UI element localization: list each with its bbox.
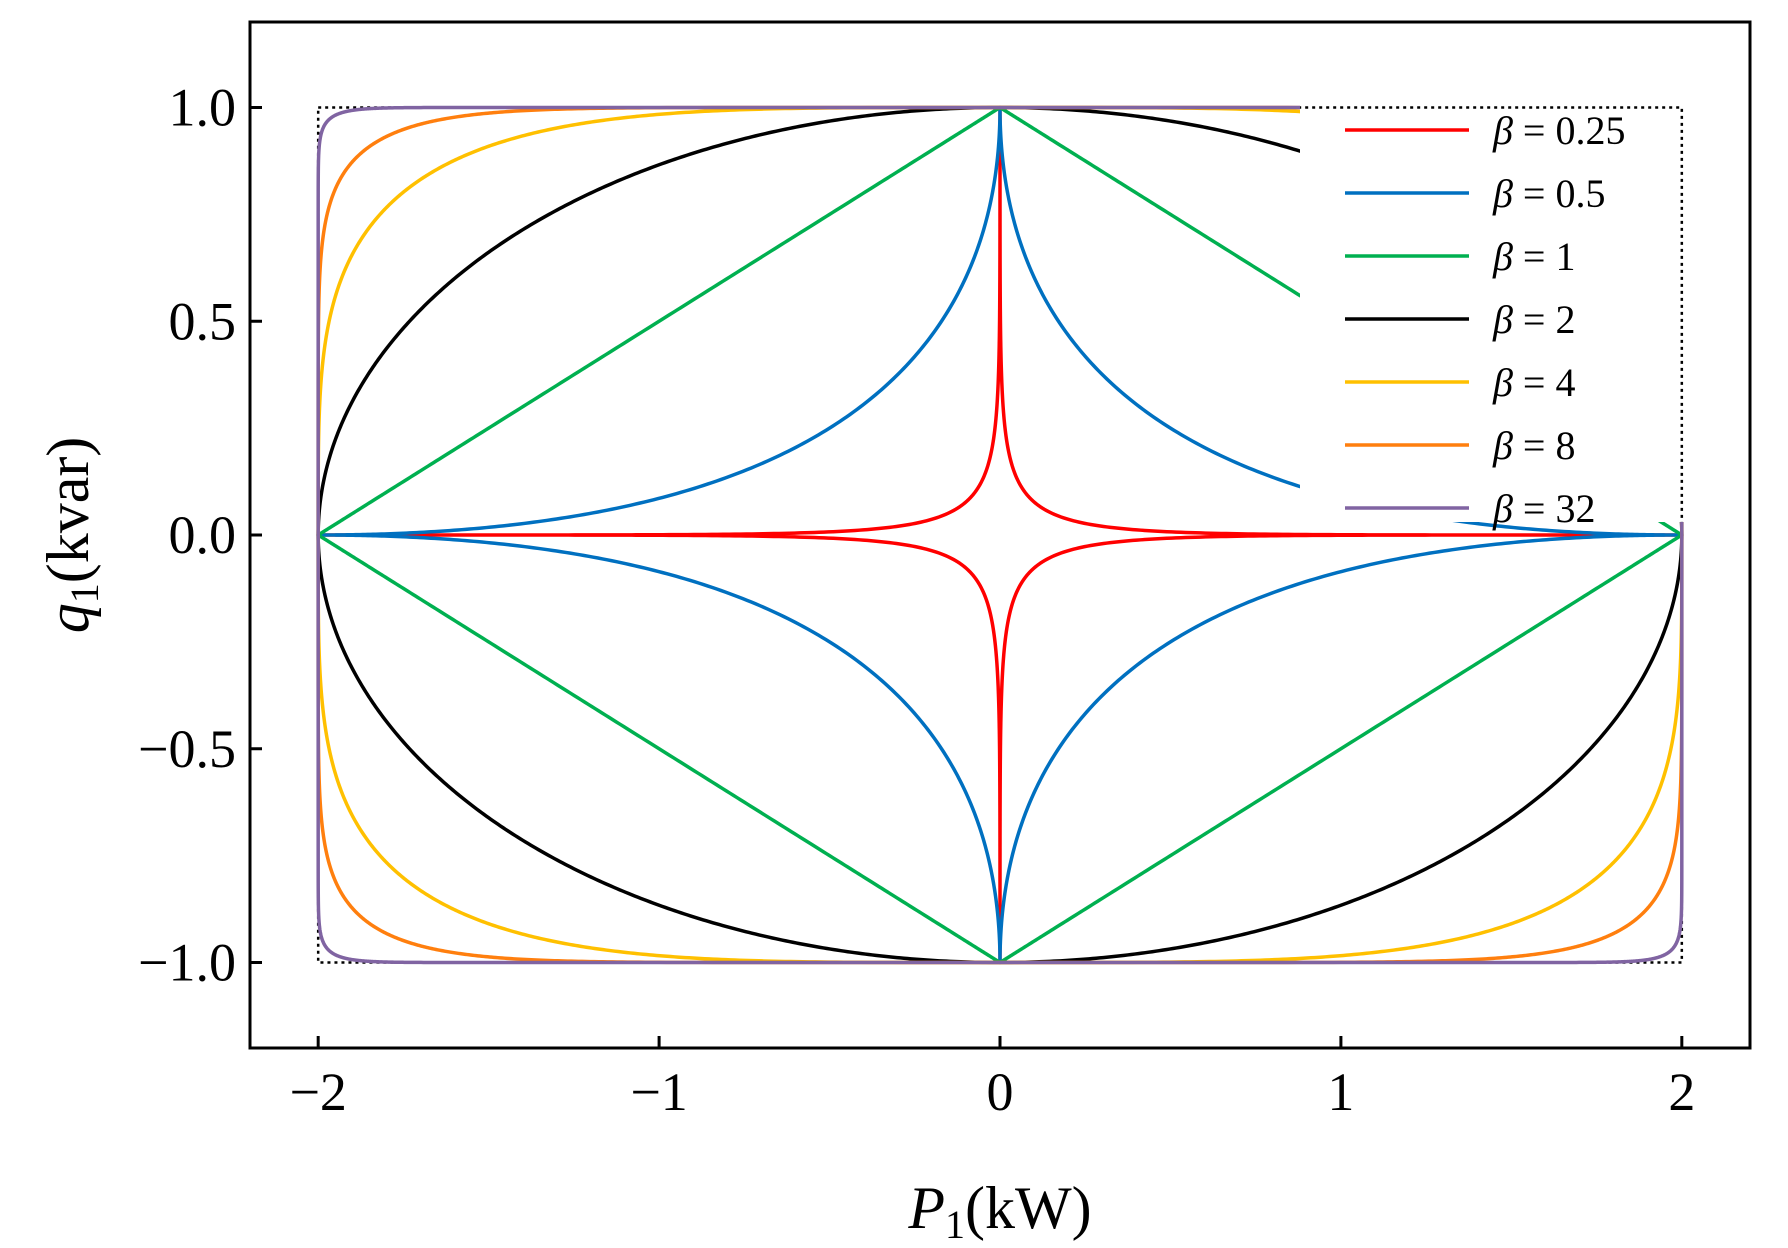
x-axis-subscript: 1 [945, 1202, 965, 1247]
y-axis-subscript: 1 [62, 583, 107, 603]
y-tick-label: −0.5 [138, 719, 236, 779]
series-line-0 [316, 105, 1684, 965]
x-axis: −2 −1 0 1 2 [289, 1036, 1695, 1122]
legend-label-3: β = 2 [1492, 297, 1575, 342]
x-axis-label: P1(kW) [907, 1175, 1091, 1247]
y-tick-label: −1.0 [138, 933, 236, 993]
x-axis-symbol: P [907, 1175, 945, 1241]
x-tick-label: 0 [987, 1062, 1014, 1122]
y-axis: 1.0 0.5 0.0 −0.5 −1.0 [138, 78, 262, 993]
curves [316, 105, 1684, 965]
legend-label-1: β = 0.5 [1492, 171, 1605, 216]
y-tick-label: 0.5 [169, 291, 237, 351]
legend-label-2: β = 1 [1492, 234, 1575, 279]
x-tick-label: 1 [1327, 1062, 1354, 1122]
y-axis-unit: (kvar) [35, 437, 101, 584]
x-axis-unit: (kW) [965, 1175, 1092, 1241]
legend-label-0: β = 0.25 [1492, 108, 1625, 153]
y-axis-symbol: q [35, 603, 101, 633]
x-tick-label: 2 [1668, 1062, 1695, 1122]
y-axis-label: q1(kvar) [35, 437, 107, 634]
legend-label-6: β = 32 [1492, 486, 1595, 531]
y-tick-label: 0.0 [169, 505, 237, 565]
y-tick-label: 1.0 [169, 78, 237, 138]
legend: β = 0.25 β = 0.5 β = 1 β = 2 β = 4 β = 8 β = 3… [1345, 108, 1625, 531]
x-tick-label: −2 [289, 1062, 346, 1122]
x-tick-label: −1 [630, 1062, 687, 1122]
legend-label-5: β = 8 [1492, 423, 1575, 468]
legend-label-4: β = 4 [1492, 360, 1575, 405]
